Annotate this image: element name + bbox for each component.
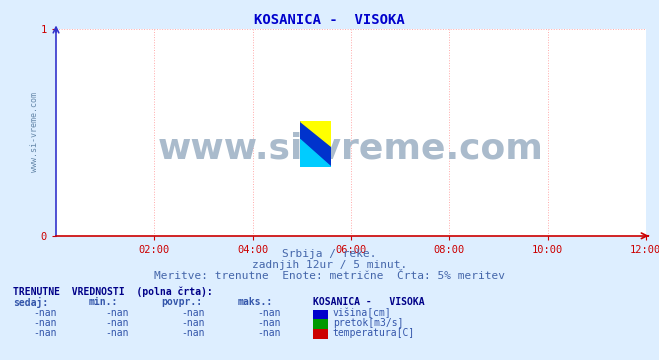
Text: -nan: -nan [257,308,281,318]
Y-axis label: www.si-vreme.com: www.si-vreme.com [30,92,40,172]
Text: TRENUTNE  VREDNOSTI  (polna črta):: TRENUTNE VREDNOSTI (polna črta): [13,286,213,297]
Text: -nan: -nan [181,308,205,318]
Text: -nan: -nan [257,328,281,338]
Text: -nan: -nan [181,318,205,328]
Text: maks.:: maks.: [237,297,272,307]
Polygon shape [300,139,331,167]
Text: zadnjih 12ur / 5 minut.: zadnjih 12ur / 5 minut. [252,260,407,270]
Text: Srbija / reke.: Srbija / reke. [282,249,377,259]
Text: -nan: -nan [33,328,57,338]
Text: Meritve: trenutne  Enote: metrične  Črta: 5% meritev: Meritve: trenutne Enote: metrične Črta: … [154,271,505,281]
Text: -nan: -nan [105,328,129,338]
Text: KOSANICA -   VISOKA: KOSANICA - VISOKA [313,297,424,307]
Text: KOSANICA -  VISOKA: KOSANICA - VISOKA [254,13,405,27]
Text: min.:: min.: [89,297,119,307]
Text: -nan: -nan [33,308,57,318]
Text: -nan: -nan [257,318,281,328]
Text: -nan: -nan [105,318,129,328]
Text: www.si-vreme.com: www.si-vreme.com [158,132,544,166]
Text: -nan: -nan [181,328,205,338]
Text: sedaj:: sedaj: [13,297,48,308]
Text: -nan: -nan [33,318,57,328]
Text: temperatura[C]: temperatura[C] [333,328,415,338]
Text: -nan: -nan [105,308,129,318]
Text: pretok[m3/s]: pretok[m3/s] [333,318,403,328]
Text: povpr.:: povpr.: [161,297,202,307]
Text: višina[cm]: višina[cm] [333,308,391,318]
Polygon shape [300,121,331,146]
